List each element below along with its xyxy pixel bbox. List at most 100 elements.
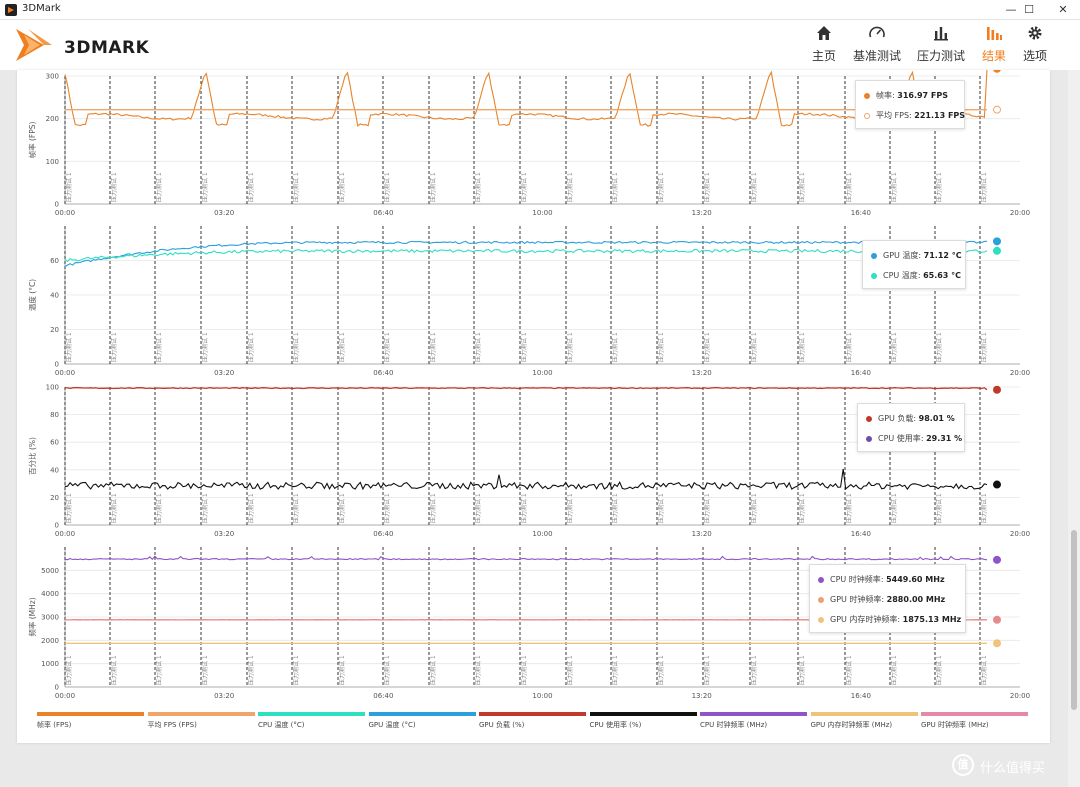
x-tick-label: 06:40: [373, 692, 393, 700]
y-tick-label: 100: [46, 384, 59, 392]
series-end-point[interactable]: [993, 105, 1001, 114]
stress-marker-label: 压力测试 1: [338, 493, 346, 523]
stress-marker-label: 压力测试 1: [383, 172, 391, 202]
tooltip-dot: [871, 272, 877, 279]
vertical-scrollbar[interactable]: [1068, 70, 1080, 787]
stress-marker-label: 压力测试 1: [292, 332, 300, 362]
legend-item[interactable]: CPU 温度 (°C): [258, 712, 366, 732]
stress-marker-label: 压力测试 1: [703, 332, 711, 362]
chart-panel-2: 0 20 40 60 00:00 03:20 06:40 10:00 13:20 16:40 20:…: [27, 226, 1030, 377]
chart-panel-1: 0 100 200 300 00:00 03:20 06:40 10:00 13:20 16:40…: [27, 70, 1030, 217]
nav-home[interactable]: 主页: [810, 24, 838, 68]
stress-marker-label: 压力测试 1: [520, 655, 528, 685]
y-tick-label: 2000: [41, 637, 59, 645]
legend-label: CPU 使用率 (%): [589, 721, 642, 729]
x-tick-label: 03:20: [214, 692, 234, 700]
stress-marker-label: 压力测试 1: [110, 332, 118, 362]
logo[interactable]: 3DMARK: [14, 27, 184, 63]
x-tick-label: 13:20: [692, 692, 712, 700]
x-tick-label: 06:40: [373, 369, 393, 377]
stress-marker-label: 压力测试 1: [338, 332, 346, 362]
results-icon: [987, 27, 1002, 40]
app-header: 3DMARK 主页 基准测试 压力测试 结果 选项: [0, 20, 1080, 70]
legend-label: 帧率 (FPS): [37, 721, 72, 729]
series-end-point[interactable]: [993, 639, 1001, 648]
legend-swatch: [700, 712, 807, 716]
tooltip-series-name: CPU 使用率: [878, 434, 921, 443]
legend-item[interactable]: GPU 时钟频率 (MHz): [921, 712, 1029, 732]
series-end-point[interactable]: [993, 385, 1001, 394]
legend-item[interactable]: 平均 FPS (FPS): [147, 712, 256, 732]
stress-marker-label: 压力测试 1: [520, 493, 528, 523]
legend-item[interactable]: GPU 内存时钟频率 (MHz): [810, 712, 919, 732]
series-end-point[interactable]: [993, 246, 1001, 255]
legend-swatch: [147, 712, 255, 716]
y-tick-label: 1000: [41, 660, 59, 668]
stress-marker-label: 压力测试 1: [474, 655, 482, 685]
stress-marker-label: 压力测试 1: [798, 172, 806, 202]
nav-options[interactable]: 选项: [1021, 24, 1049, 68]
nav-stress-tests[interactable]: 压力测试: [916, 24, 966, 68]
nav-results[interactable]: 结果: [980, 24, 1008, 68]
stress-marker-label: 压力测试 1: [201, 655, 209, 685]
close-button[interactable]: ✕: [1058, 3, 1068, 16]
nav-benchmarks[interactable]: 基准测试: [852, 24, 902, 68]
maximize-button[interactable]: ☐: [1024, 3, 1034, 16]
legend-label: 平均 FPS (FPS): [147, 721, 197, 729]
bar-chart-icon: [934, 27, 948, 41]
stress-marker-label: 压力测试 1: [383, 493, 391, 523]
tooltip-series-name: GPU 负载: [878, 414, 914, 423]
y-tick-label: 40: [50, 292, 59, 300]
series-end-point[interactable]: [993, 237, 1001, 246]
tooltip-row: CPU 温度: 65.63 °C: [871, 266, 961, 286]
minimize-button[interactable]: —: [1005, 3, 1017, 16]
nav-label: 选项: [1022, 49, 1047, 63]
stress-marker-label: 压力测试 1: [845, 172, 853, 202]
legend-item[interactable]: GPU 温度 (°C): [368, 712, 477, 732]
monitoring-charts-panel: 0 100 200 300 00:00 03:20 06:40 10:00 13:20 16:40…: [17, 70, 1050, 743]
stress-marker-label: 压力测试 1: [429, 172, 437, 202]
stress-marker-label: 压力测试 1: [155, 172, 163, 202]
stress-marker-label: 压力测试 1: [890, 332, 898, 362]
series-end-point[interactable]: [993, 70, 1001, 73]
y-tick-label: 0: [55, 684, 59, 692]
stress-marker-label: 压力测试 1: [429, 332, 437, 362]
legend-swatch: [589, 712, 697, 716]
x-tick-label: 00:00: [55, 369, 75, 377]
chart-tooltip: CPU 时钟频率: 5449.60 MHz GPU 时钟频率: 2880.00 M…: [809, 564, 966, 633]
stress-marker-label: 压力测试 1: [520, 332, 528, 362]
tooltip-row: GPU 温度: 71.12 °C: [871, 246, 962, 266]
stress-marker-label: 压力测试 1: [703, 493, 711, 523]
legend-item[interactable]: 帧率 (FPS): [37, 712, 145, 732]
stress-marker-label: 压力测试 1: [890, 655, 898, 685]
tooltip-series-name: GPU 内存时钟频率: [830, 615, 898, 624]
series-end-point[interactable]: [993, 480, 1001, 489]
stress-marker-label: 压力测试 1: [566, 172, 574, 202]
series-end-point[interactable]: [993, 555, 1001, 564]
legend-item[interactable]: CPU 时钟频率 (MHz): [700, 712, 808, 732]
y-axis-title: 温度 (°C): [27, 279, 37, 311]
stress-marker-label: 压力测试 1: [247, 332, 255, 362]
y-tick-label: 40: [50, 466, 59, 474]
tooltip-value: 1875.13 MHz: [902, 615, 962, 624]
stress-marker-label: 压力测试 1: [845, 332, 853, 362]
stress-marker-label: 压力测试 1: [845, 655, 853, 685]
x-tick-label: 16:40: [851, 530, 871, 538]
tooltip-value: 221.13 FPS: [914, 111, 966, 120]
stress-marker-label: 压力测试 1: [338, 655, 346, 685]
stress-marker-label: 压力测试 1: [110, 172, 118, 202]
legend-item[interactable]: CPU 使用率 (%): [589, 712, 698, 732]
stress-marker-label: 压力测试 1: [110, 655, 118, 685]
watermark-badge: 值: [952, 754, 974, 776]
series-line: [64, 555, 988, 561]
x-tick-label: 20:00: [1010, 209, 1030, 217]
tooltip-row: CPU 时钟频率: 5449.60 MHz: [818, 570, 957, 590]
scrollbar-thumb[interactable]: [1071, 530, 1077, 710]
x-tick-label: 13:20: [692, 530, 712, 538]
stress-marker-label: 压力测试 1: [980, 172, 988, 202]
stress-marker-label: 压力测试 1: [890, 172, 898, 202]
stress-marker-label: 压力测试 1: [611, 655, 619, 685]
legend-item[interactable]: GPU 负载 (%): [479, 712, 587, 732]
series-end-point[interactable]: [993, 615, 1001, 624]
stress-marker-label: 压力测试 1: [750, 172, 758, 202]
